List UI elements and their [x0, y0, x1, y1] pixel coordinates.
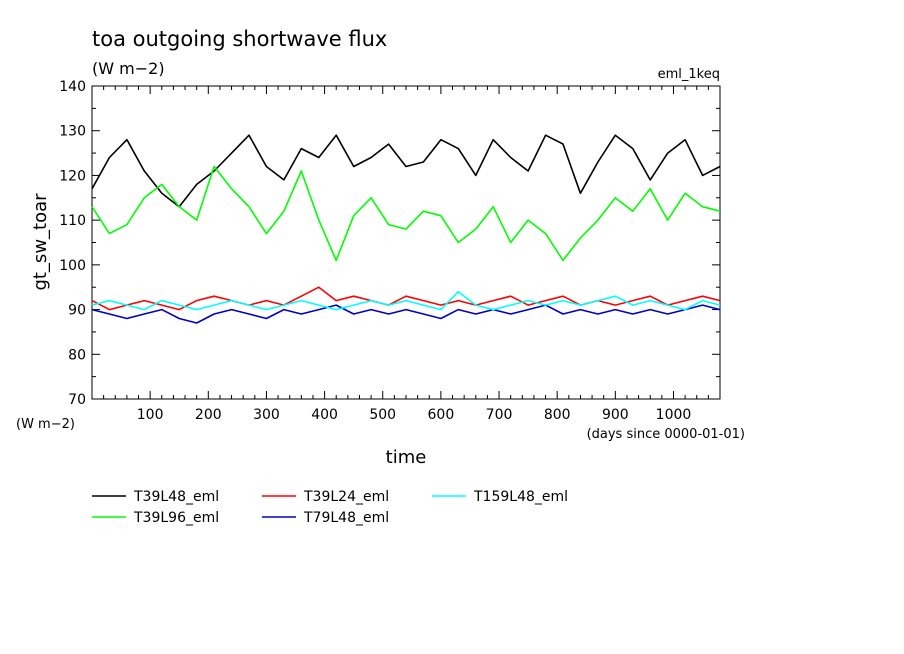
legend-label: T39L48_eml	[133, 489, 219, 505]
y-tick-label: 80	[68, 347, 86, 363]
x-axis: 100 200 300 400 500 600 700 800 900 1000	[103, 86, 709, 423]
y-tick-label: 70	[68, 392, 86, 408]
y-tick-label: 110	[59, 213, 86, 229]
y-tick-label: 90	[68, 303, 86, 319]
y-tick-label: 100	[59, 258, 86, 274]
experiment-label: eml_1keq	[658, 67, 720, 82]
x-tick-label: 600	[428, 407, 455, 423]
x-tick-label: 100	[137, 407, 164, 423]
legend-label: T39L96_eml	[133, 510, 219, 526]
x-tick-label: 300	[253, 407, 280, 423]
series-layer	[91, 134, 721, 324]
legend-label: T159L48_eml	[473, 489, 568, 505]
x-tick-label: 400	[311, 407, 338, 423]
x-tick-label: 1000	[656, 407, 692, 423]
y-axis: 70 80 90 100 110 120 130 140	[59, 79, 720, 408]
y-tick-label: 140	[59, 79, 86, 95]
legend: T39L48_eml T39L96_eml T39L24_eml T79L48_eml…	[92, 489, 568, 526]
series-line-1	[91, 165, 721, 262]
series-line-3	[91, 304, 721, 324]
x-tick-label: 500	[369, 407, 396, 423]
x-tick-label: 200	[195, 407, 222, 423]
x-tick-label: 700	[486, 407, 513, 423]
series-line-4	[91, 290, 721, 311]
y-axis-units: (W m−2)	[16, 417, 75, 432]
x-tick-label: 900	[602, 407, 629, 423]
legend-label: T79L48_eml	[303, 510, 389, 526]
x-axis-units: (days since 0000-01-01)	[587, 427, 745, 442]
chart-title: toa outgoing shortwave flux	[92, 27, 387, 51]
y-tick-label: 120	[59, 168, 86, 184]
series-line-2	[91, 286, 721, 311]
series-line-0	[91, 134, 721, 208]
y-axis-label: gt_sw_toar	[30, 193, 51, 291]
y-tick-label: 130	[59, 124, 86, 140]
x-tick-label: 800	[544, 407, 571, 423]
legend-label: T39L24_eml	[303, 489, 389, 505]
x-axis-label: time	[386, 447, 427, 468]
plot-frame	[91, 85, 721, 400]
chart-units: (W m−2)	[92, 59, 165, 78]
